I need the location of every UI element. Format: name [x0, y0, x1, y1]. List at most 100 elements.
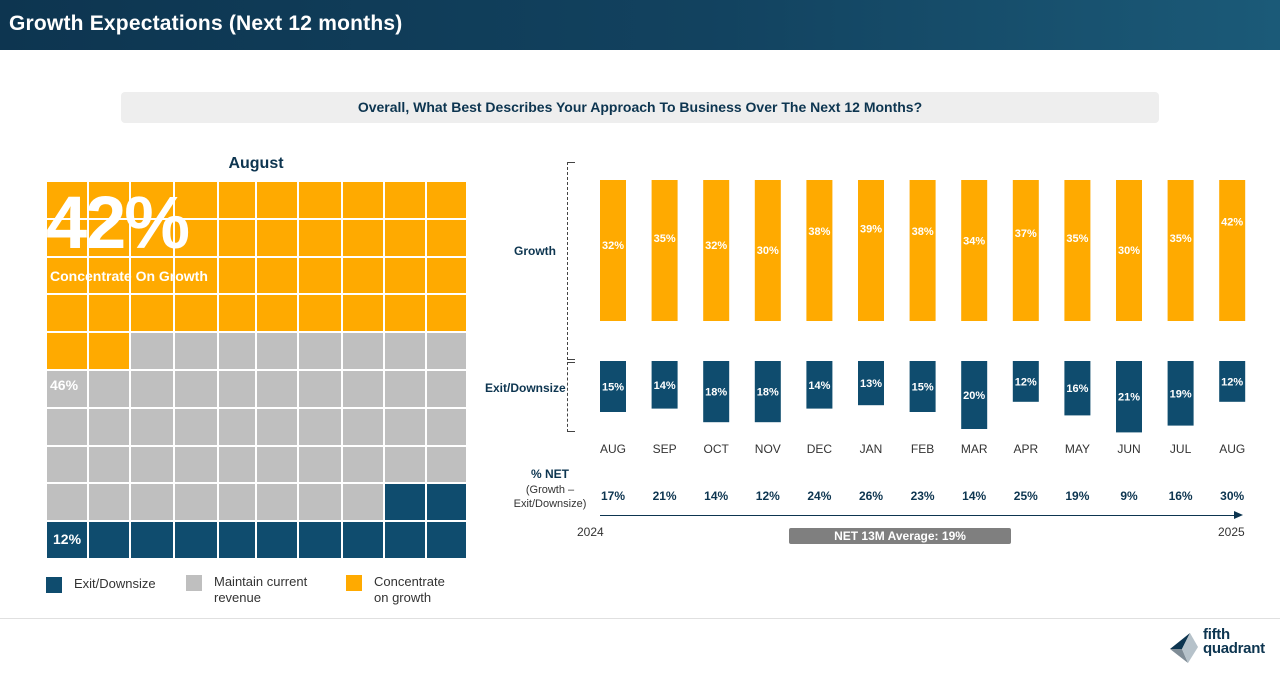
exit-bar-label: 20% — [963, 390, 985, 402]
waffle-cell — [218, 294, 256, 333]
month-tick-label: FEB — [911, 442, 934, 456]
exit-bar-label: 12% — [1221, 376, 1243, 388]
waffle-cell — [298, 332, 342, 370]
month-tick-label: AUG — [1219, 442, 1245, 456]
waffle-cell — [46, 294, 88, 333]
growth-bar — [1116, 180, 1142, 321]
waffle-cell — [256, 218, 298, 257]
waffle-cell — [88, 256, 130, 295]
waffle-cell — [426, 294, 467, 333]
header-bar: Growth Expectations (Next 12 months) — [0, 0, 1280, 50]
waffle-cell — [218, 445, 256, 484]
exit-bar-label: 19% — [1170, 388, 1192, 400]
exit-bar — [1012, 361, 1039, 402]
exit-bar — [1064, 361, 1091, 416]
month-tick-label: MAY — [1065, 442, 1090, 456]
waffle-cell — [46, 256, 88, 295]
question-text: Overall, What Best Describes Your Approa… — [357, 99, 923, 115]
exit-bar — [909, 361, 936, 412]
waffle-cell — [342, 445, 384, 484]
exit-axis-label: Exit/Downsize — [485, 381, 566, 395]
net-value-label: 25% — [1014, 489, 1038, 503]
waffle-cell — [256, 332, 298, 370]
waffle-cell — [88, 521, 130, 559]
waffle-cell — [130, 294, 174, 333]
exit-bar-label: 12% — [1015, 376, 1037, 388]
waffle-cell — [426, 483, 467, 522]
net-subtitle: (Growth – Exit/Downsize) — [513, 484, 587, 510]
growth-bar-label: 42% — [1221, 216, 1243, 228]
waffle-cell — [426, 521, 467, 559]
legend-label-exit: Exit/Downsize — [74, 576, 156, 591]
waffle-cell — [384, 294, 426, 333]
waffle-cell — [130, 370, 174, 408]
net-value-label: 17% — [601, 489, 625, 503]
waffle-cell — [46, 483, 88, 522]
waffle-cell — [174, 332, 218, 370]
exit-bar — [1167, 361, 1194, 426]
exit-bar-label: 18% — [757, 387, 779, 399]
growth-bar — [1012, 180, 1039, 321]
net-value-label: 14% — [704, 489, 728, 503]
waffle-cell — [130, 407, 174, 446]
legend-growth: Concentrate on growth — [346, 574, 476, 606]
waffle-cell — [256, 370, 298, 408]
exit-bar — [858, 361, 884, 406]
growth-bar-label: 38% — [808, 226, 830, 238]
question-banner: Overall, What Best Describes Your Approa… — [121, 92, 1159, 123]
waffle-cell — [426, 218, 467, 257]
waffle-cell — [298, 370, 342, 408]
exit-bar-label: 15% — [602, 382, 624, 394]
waffle-cell — [298, 294, 342, 333]
exit-bar-label: 15% — [912, 382, 934, 394]
waffle-cell — [384, 483, 426, 522]
waffle-cell — [46, 521, 88, 559]
net-value-label: 26% — [859, 489, 883, 503]
waffle-cell — [384, 332, 426, 370]
net-value-label: 23% — [911, 489, 935, 503]
exit-bar — [754, 361, 781, 423]
waffle-cell — [256, 294, 298, 333]
growth-bar — [961, 180, 988, 321]
waffle-cell — [174, 218, 218, 257]
growth-bar — [600, 180, 626, 321]
waffle-cell — [256, 181, 298, 219]
growth-bar-label: 39% — [860, 223, 882, 235]
waffle-cell — [426, 256, 467, 295]
legend-swatch-exit — [46, 577, 62, 593]
logo-wordmark: fifth quadrant — [1203, 626, 1265, 657]
waffle-cell — [298, 521, 342, 559]
waffle-cell — [88, 218, 130, 257]
month-tick-label: MAR — [961, 442, 988, 456]
legend-swatch-growth — [346, 575, 362, 591]
waffle-cell — [384, 407, 426, 446]
waffle-cell — [298, 483, 342, 522]
net-value-label: 19% — [1065, 489, 1089, 503]
growth-bar — [1219, 180, 1246, 321]
waffle-cell — [130, 181, 174, 219]
page-title: Growth Expectations (Next 12 months) — [9, 12, 403, 35]
waffle-cell — [174, 483, 218, 522]
month-tick-label: OCT — [704, 442, 730, 456]
growth-bar-label: 34% — [963, 235, 985, 247]
growth-bracket — [567, 162, 575, 360]
waffle-cell — [130, 218, 174, 257]
month-tick-label: JUN — [1117, 442, 1140, 456]
waffle-cell — [174, 181, 218, 219]
month-tick-label: JUL — [1170, 442, 1192, 456]
month-tick-label: APR — [1013, 442, 1038, 456]
month-tick-label: DEC — [807, 442, 833, 456]
exit-bar-label: 14% — [654, 380, 676, 392]
exit-percent: 12% — [53, 531, 82, 547]
growth-bar — [651, 180, 678, 321]
waffle-title: August — [228, 155, 284, 172]
growth-bar — [909, 180, 936, 321]
timeline-arrow-head — [1234, 511, 1243, 519]
waffle-cell — [130, 445, 174, 484]
waffle-cell — [130, 521, 174, 559]
net-value-label: 14% — [962, 489, 986, 503]
waffle-cell — [174, 445, 218, 484]
waffle-cell — [384, 218, 426, 257]
waffle-cell — [88, 407, 130, 446]
waffle-cell — [218, 370, 256, 408]
